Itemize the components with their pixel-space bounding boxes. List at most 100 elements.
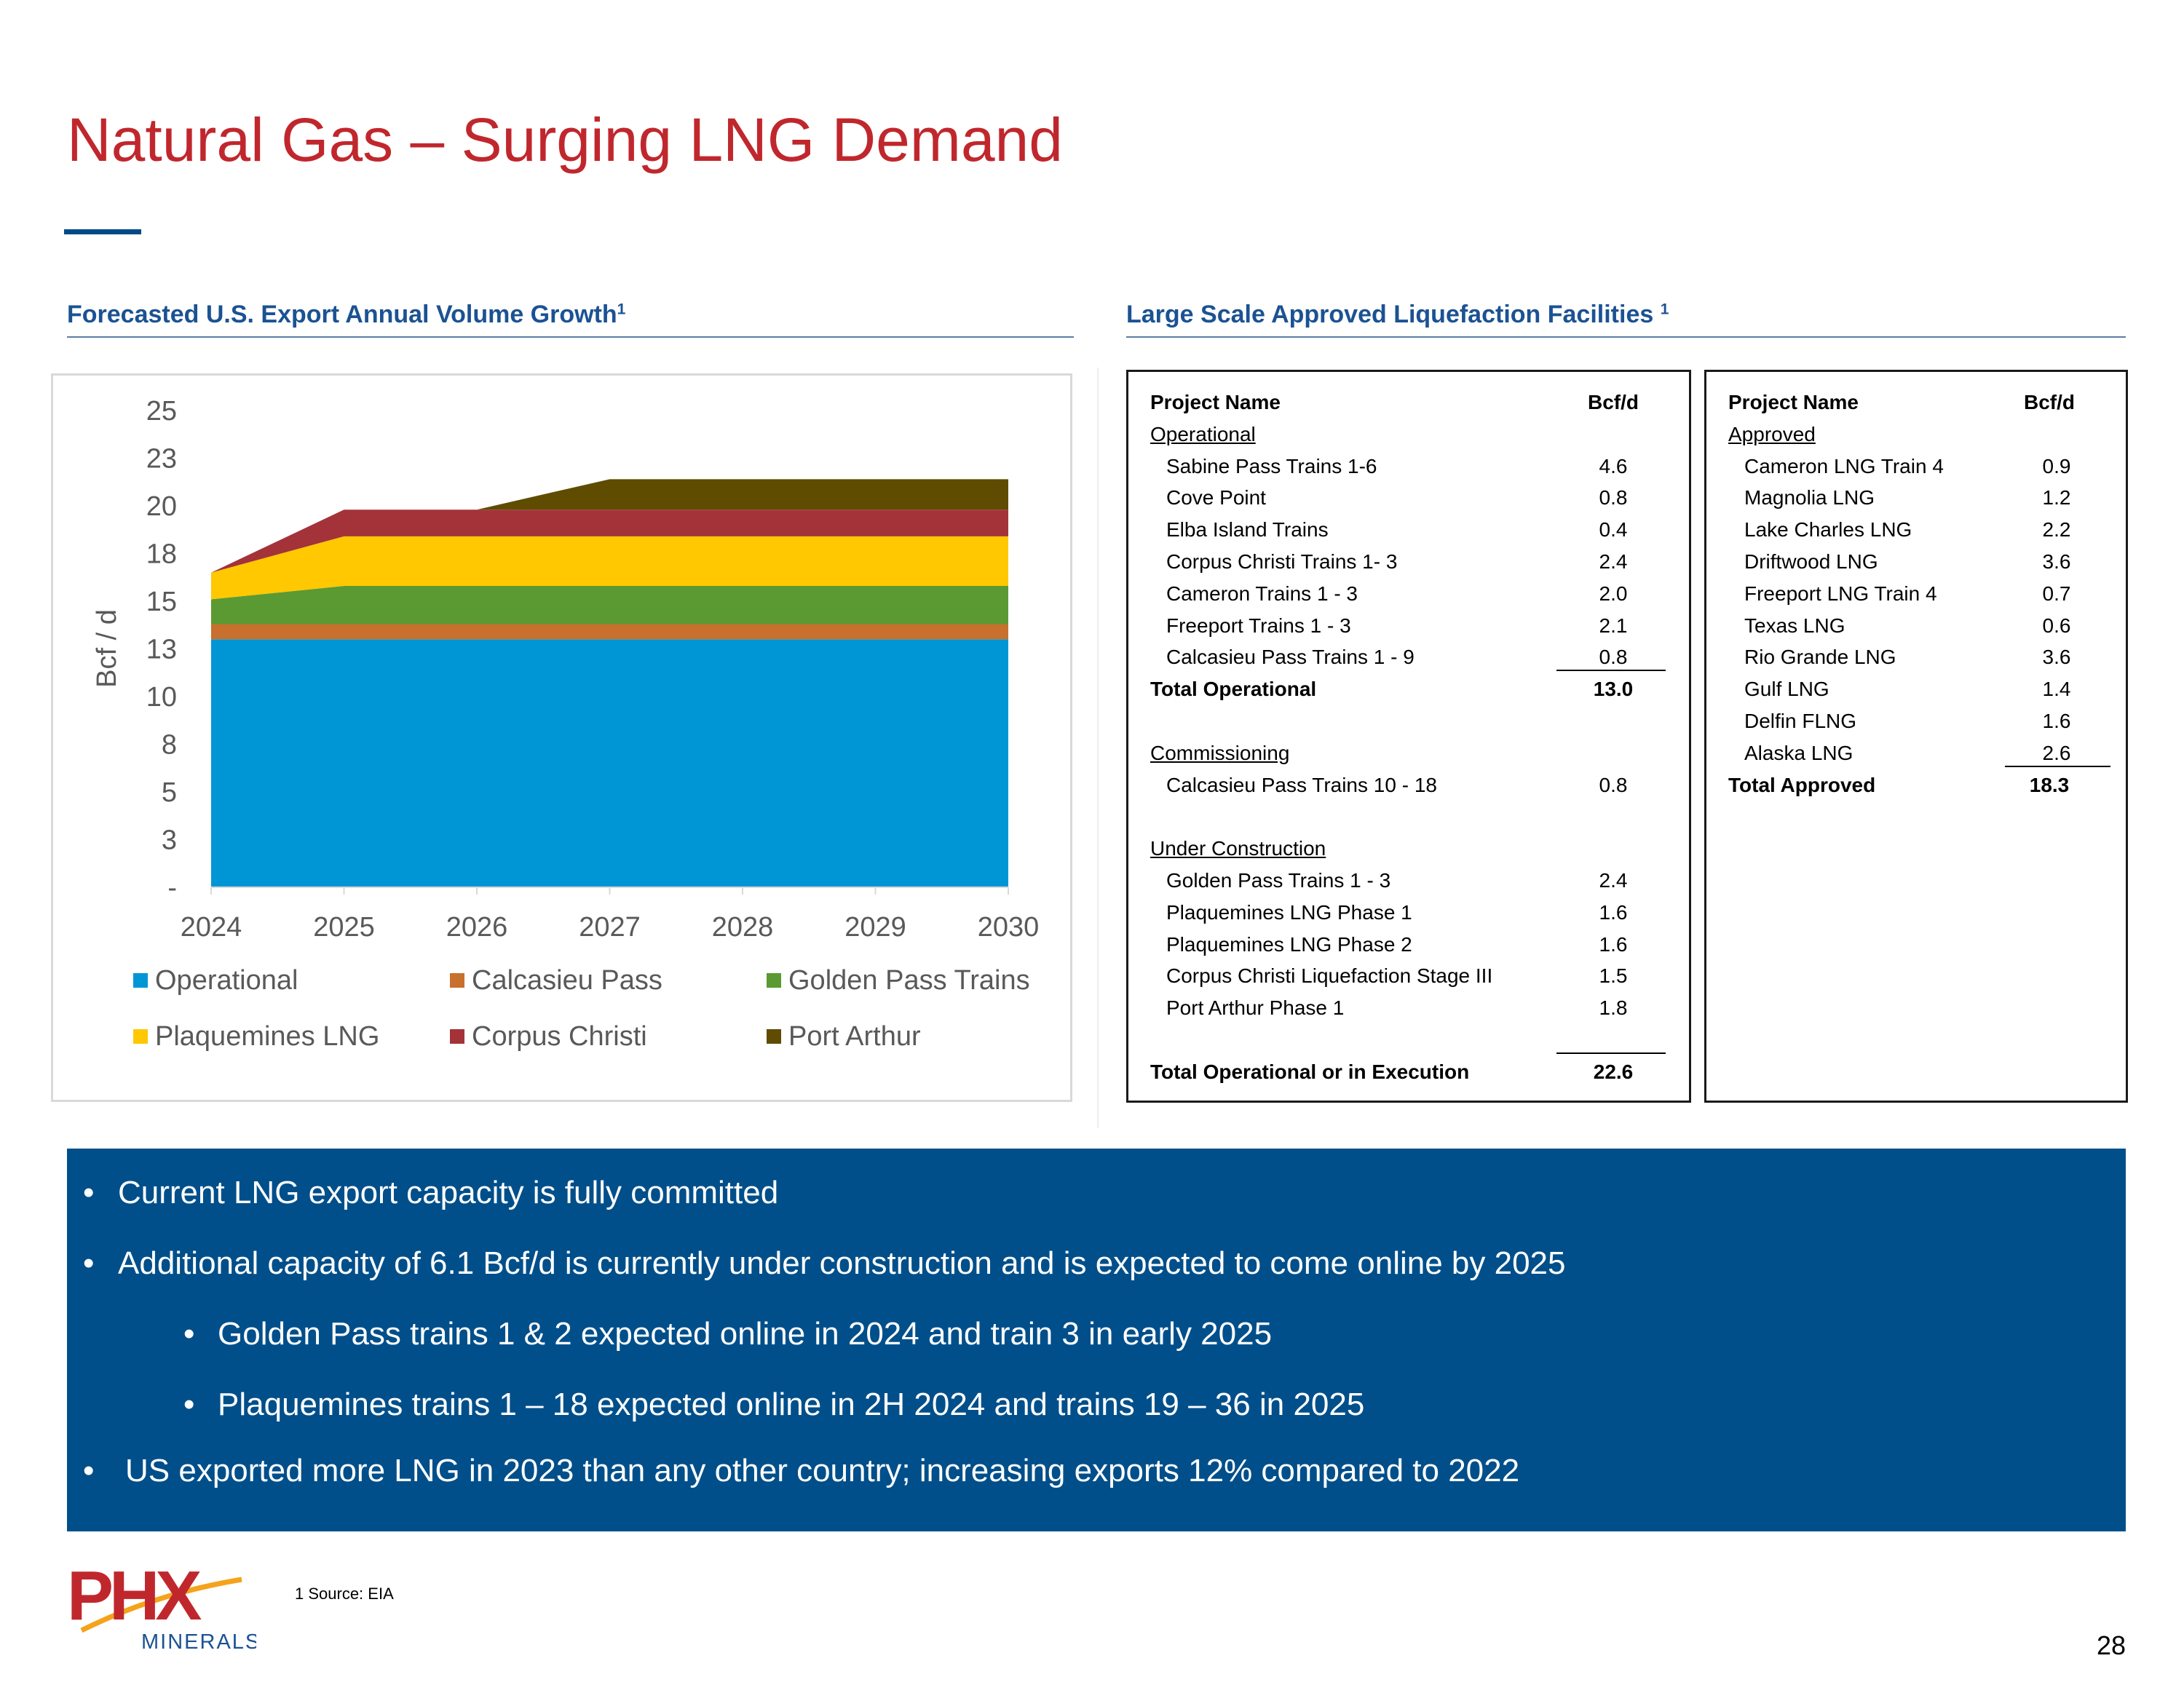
x-tick-label: 2028 [712, 912, 774, 943]
legend-swatch [450, 1029, 464, 1044]
project-name: Alaska LNG [1744, 742, 1853, 764]
table-row: Cameron Trains 1 - 3 2.0 [1128, 578, 1689, 610]
section-divider [1097, 368, 1099, 1128]
project-name: Corpus Christi Liquefaction Stage III [1166, 964, 1493, 987]
table-row: Cove Point 0.8 [1128, 482, 1689, 514]
legend-label: Golden Pass Trains [788, 965, 1030, 996]
area-series-port-arthur [211, 479, 1008, 573]
capacity-value: 0.8 [1599, 646, 1628, 668]
left-section-title: Forecasted U.S. Export Annual Volume Gro… [67, 301, 626, 327]
table-row: Delfin FLNG 1.6 [1706, 705, 2126, 737]
capacity-value: 0.7 [2042, 582, 2071, 605]
right-section-footnote-ref: 1 [1660, 301, 1669, 318]
project-name: Driftwood LNG [1744, 550, 1878, 573]
area-series-corpus-christi [211, 510, 1008, 573]
capacity-value: 1.6 [1599, 933, 1628, 956]
capacity-value: Bcf/d [1588, 391, 1639, 413]
legend-label: Plaquemines LNG [155, 1021, 379, 1052]
bullet-marker: • [83, 1245, 95, 1281]
project-name: Under Construction [1150, 837, 1326, 860]
capacity-value: 2.0 [1599, 582, 1628, 605]
table-row: Driftwood LNG 3.6 [1706, 546, 2126, 578]
capacity-value: 2.6 [2042, 742, 2071, 764]
group-label: Under Construction [1128, 833, 1689, 865]
y-tick-label: 25 [146, 396, 177, 427]
logo-subtext: MINERALS [141, 1630, 256, 1652]
table-row: Calcasieu Pass Trains 1 - 9 0.8 [1128, 641, 1689, 673]
table-row: Corpus Christi Liquefaction Stage III 1.5 [1128, 960, 1689, 992]
title-underline [64, 229, 141, 234]
capacity-value: 13.0 [1593, 678, 1634, 700]
group-label: Commissioning [1128, 737, 1689, 769]
legend-label: Calcasieu Pass [472, 965, 662, 996]
total-rule [1556, 1052, 1666, 1054]
area-series-golden-pass-trains [211, 586, 1008, 625]
project-name: Lake Charles LNG [1744, 518, 1912, 541]
project-name: Project Name [1728, 391, 1859, 413]
capacity-value: 1.6 [1599, 901, 1628, 924]
table-row: Lake Charles LNG 2.2 [1706, 514, 2126, 546]
project-name: Operational [1150, 423, 1256, 445]
y-tick-label: 15 [146, 587, 177, 617]
bullet-2: Additional capacity of 6.1 Bcf/d is curr… [118, 1245, 1566, 1281]
project-name: Calcasieu Pass Trains 10 - 18 [1166, 774, 1437, 796]
bullet-1: Current LNG export capacity is fully com… [118, 1175, 779, 1210]
right-section-title: Large Scale Approved Liquefaction Facili… [1126, 301, 1669, 327]
phx-logo-mark: PHX MINERALS [67, 1557, 259, 1654]
x-tick-label: 2024 [181, 912, 242, 943]
capacity-value: 1.2 [2042, 486, 2071, 509]
key-points-box: • Current LNG export capacity is fully c… [67, 1149, 2126, 1531]
table-row: Elba Island Trains 0.4 [1128, 514, 1689, 546]
logo-text: PHX [67, 1565, 202, 1635]
total-row: Total Approved 18.3 [1706, 769, 2126, 801]
project-name: Port Arthur Phase 1 [1166, 996, 1345, 1019]
project-name: Total Operational or in Execution [1150, 1060, 1470, 1083]
area-series-plaquemines-lng [211, 536, 1008, 600]
y-tick-label: 5 [162, 777, 177, 808]
total-rule [2005, 766, 2110, 767]
project-name: Elba Island Trains [1166, 518, 1329, 541]
capacity-value: 1.4 [2042, 678, 2071, 700]
project-name: Total Operational [1150, 678, 1317, 700]
chart-container: - 3 5 8 10 13 15 18 20 23 25 2024 2025 2026 2027 2028 2… [51, 373, 1072, 1102]
table-row: Gulf LNG 1.4 [1706, 673, 2126, 705]
project-name: Rio Grande LNG [1744, 646, 1896, 668]
table-row: Port Arthur Phase 1 1.8 [1128, 992, 1689, 1024]
table-row: Freeport Trains 1 - 3 2.1 [1128, 610, 1689, 642]
y-tick-label: 13 [146, 635, 177, 665]
legend-swatch [133, 1029, 148, 1044]
y-tick-label: 10 [146, 682, 177, 713]
project-name: Gulf LNG [1744, 678, 1829, 700]
table-header: Project Name Bcf/d [1706, 386, 2126, 419]
legend-label: Port Arthur [788, 1021, 921, 1052]
legend-swatch [133, 973, 148, 988]
project-name: Texas LNG [1744, 614, 1845, 637]
capacity-value: 0.6 [2042, 614, 2071, 637]
x-tick-label: 2029 [844, 912, 906, 943]
y-axis-label: Bcf / d [92, 609, 122, 688]
x-tick-label: 2027 [579, 912, 641, 943]
capacity-value: 0.8 [1599, 774, 1628, 796]
project-name: Cameron LNG Train 4 [1744, 455, 1944, 477]
page-number: 28 [2097, 1630, 2126, 1660]
capacity-value: 2.4 [1599, 550, 1628, 573]
table-row: Corpus Christi Trains 1- 3 2.4 [1128, 546, 1689, 578]
left-section-footnote-ref: 1 [617, 301, 626, 318]
table-row: Cameron LNG Train 4 0.9 [1706, 451, 2126, 483]
table-row: Sabine Pass Trains 1-6 4.6 [1128, 451, 1689, 483]
capacity-value: 1.5 [1599, 964, 1628, 987]
capacity-value: 18.3 [2029, 774, 2070, 796]
x-tick-label: 2026 [446, 912, 508, 943]
y-tick-label: 20 [146, 491, 177, 522]
capacity-value: 0.8 [1599, 486, 1628, 509]
table-row: Calcasieu Pass Trains 10 - 18 0.8 [1128, 769, 1689, 801]
capacity-value: 2.2 [2042, 518, 2071, 541]
y-tick-label: 3 [162, 825, 177, 856]
capacity-value: Bcf/d [2024, 391, 2075, 413]
capacity-value: 22.6 [1593, 1060, 1634, 1083]
table-row: Magnolia LNG 1.2 [1706, 482, 2126, 514]
total-rule [1556, 670, 1666, 671]
y-tick-label: 23 [146, 444, 177, 475]
page-title: Natural Gas – Surging LNG Demand [67, 106, 1063, 174]
table-row: Plaquemines LNG Phase 2 1.6 [1128, 929, 1689, 961]
